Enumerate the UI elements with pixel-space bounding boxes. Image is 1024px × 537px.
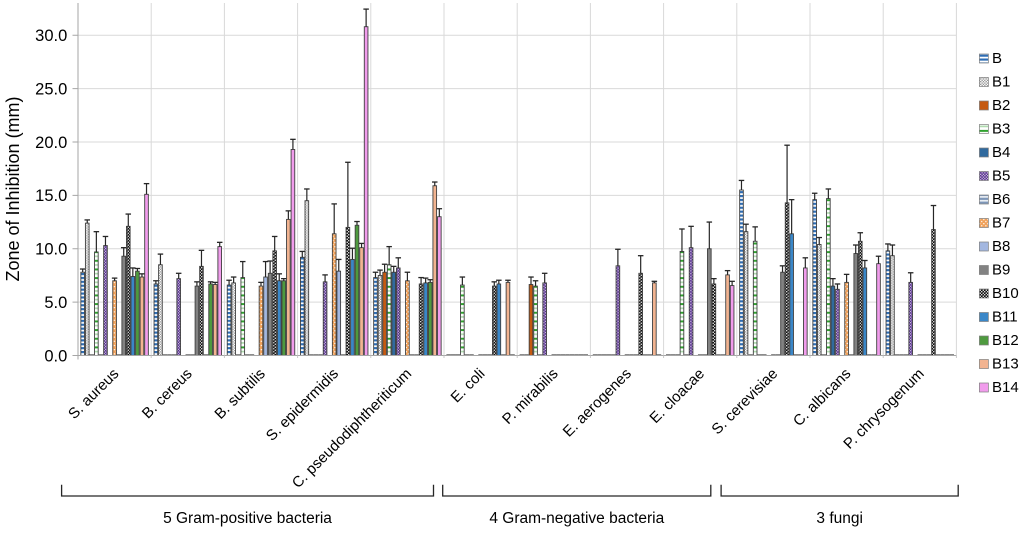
svg-text:B5: B5 <box>992 168 1010 185</box>
svg-text:B: B <box>992 50 1002 67</box>
svg-text:B6: B6 <box>992 191 1010 208</box>
svg-text:B7: B7 <box>992 215 1010 232</box>
svg-text:Zone of Inhibition (mm): Zone of Inhibition (mm) <box>3 96 23 281</box>
svg-text:5 Gram-positive bacteria: 5 Gram-positive bacteria <box>163 510 332 527</box>
svg-text:0.0: 0.0 <box>44 347 67 365</box>
svg-text:B2: B2 <box>992 97 1010 114</box>
svg-text:B9: B9 <box>992 262 1010 279</box>
svg-text:B1: B1 <box>992 74 1010 91</box>
svg-text:3 fungi: 3 fungi <box>816 510 863 527</box>
svg-text:10.0: 10.0 <box>35 241 67 259</box>
svg-text:B10: B10 <box>992 285 1019 302</box>
svg-text:5.0: 5.0 <box>44 294 67 312</box>
svg-text:B14: B14 <box>992 379 1019 396</box>
svg-text:30.0: 30.0 <box>35 27 67 45</box>
svg-text:B13: B13 <box>992 356 1019 373</box>
svg-text:20.0: 20.0 <box>35 134 67 152</box>
svg-text:B4: B4 <box>992 144 1010 161</box>
svg-text:4 Gram-negative bacteria: 4 Gram-negative bacteria <box>489 510 664 527</box>
svg-text:15.0: 15.0 <box>35 187 67 205</box>
svg-text:B11: B11 <box>992 309 1018 326</box>
svg-text:B8: B8 <box>992 238 1010 255</box>
svg-text:25.0: 25.0 <box>35 80 67 98</box>
svg-text:B3: B3 <box>992 121 1010 138</box>
svg-text:B12: B12 <box>992 332 1019 349</box>
